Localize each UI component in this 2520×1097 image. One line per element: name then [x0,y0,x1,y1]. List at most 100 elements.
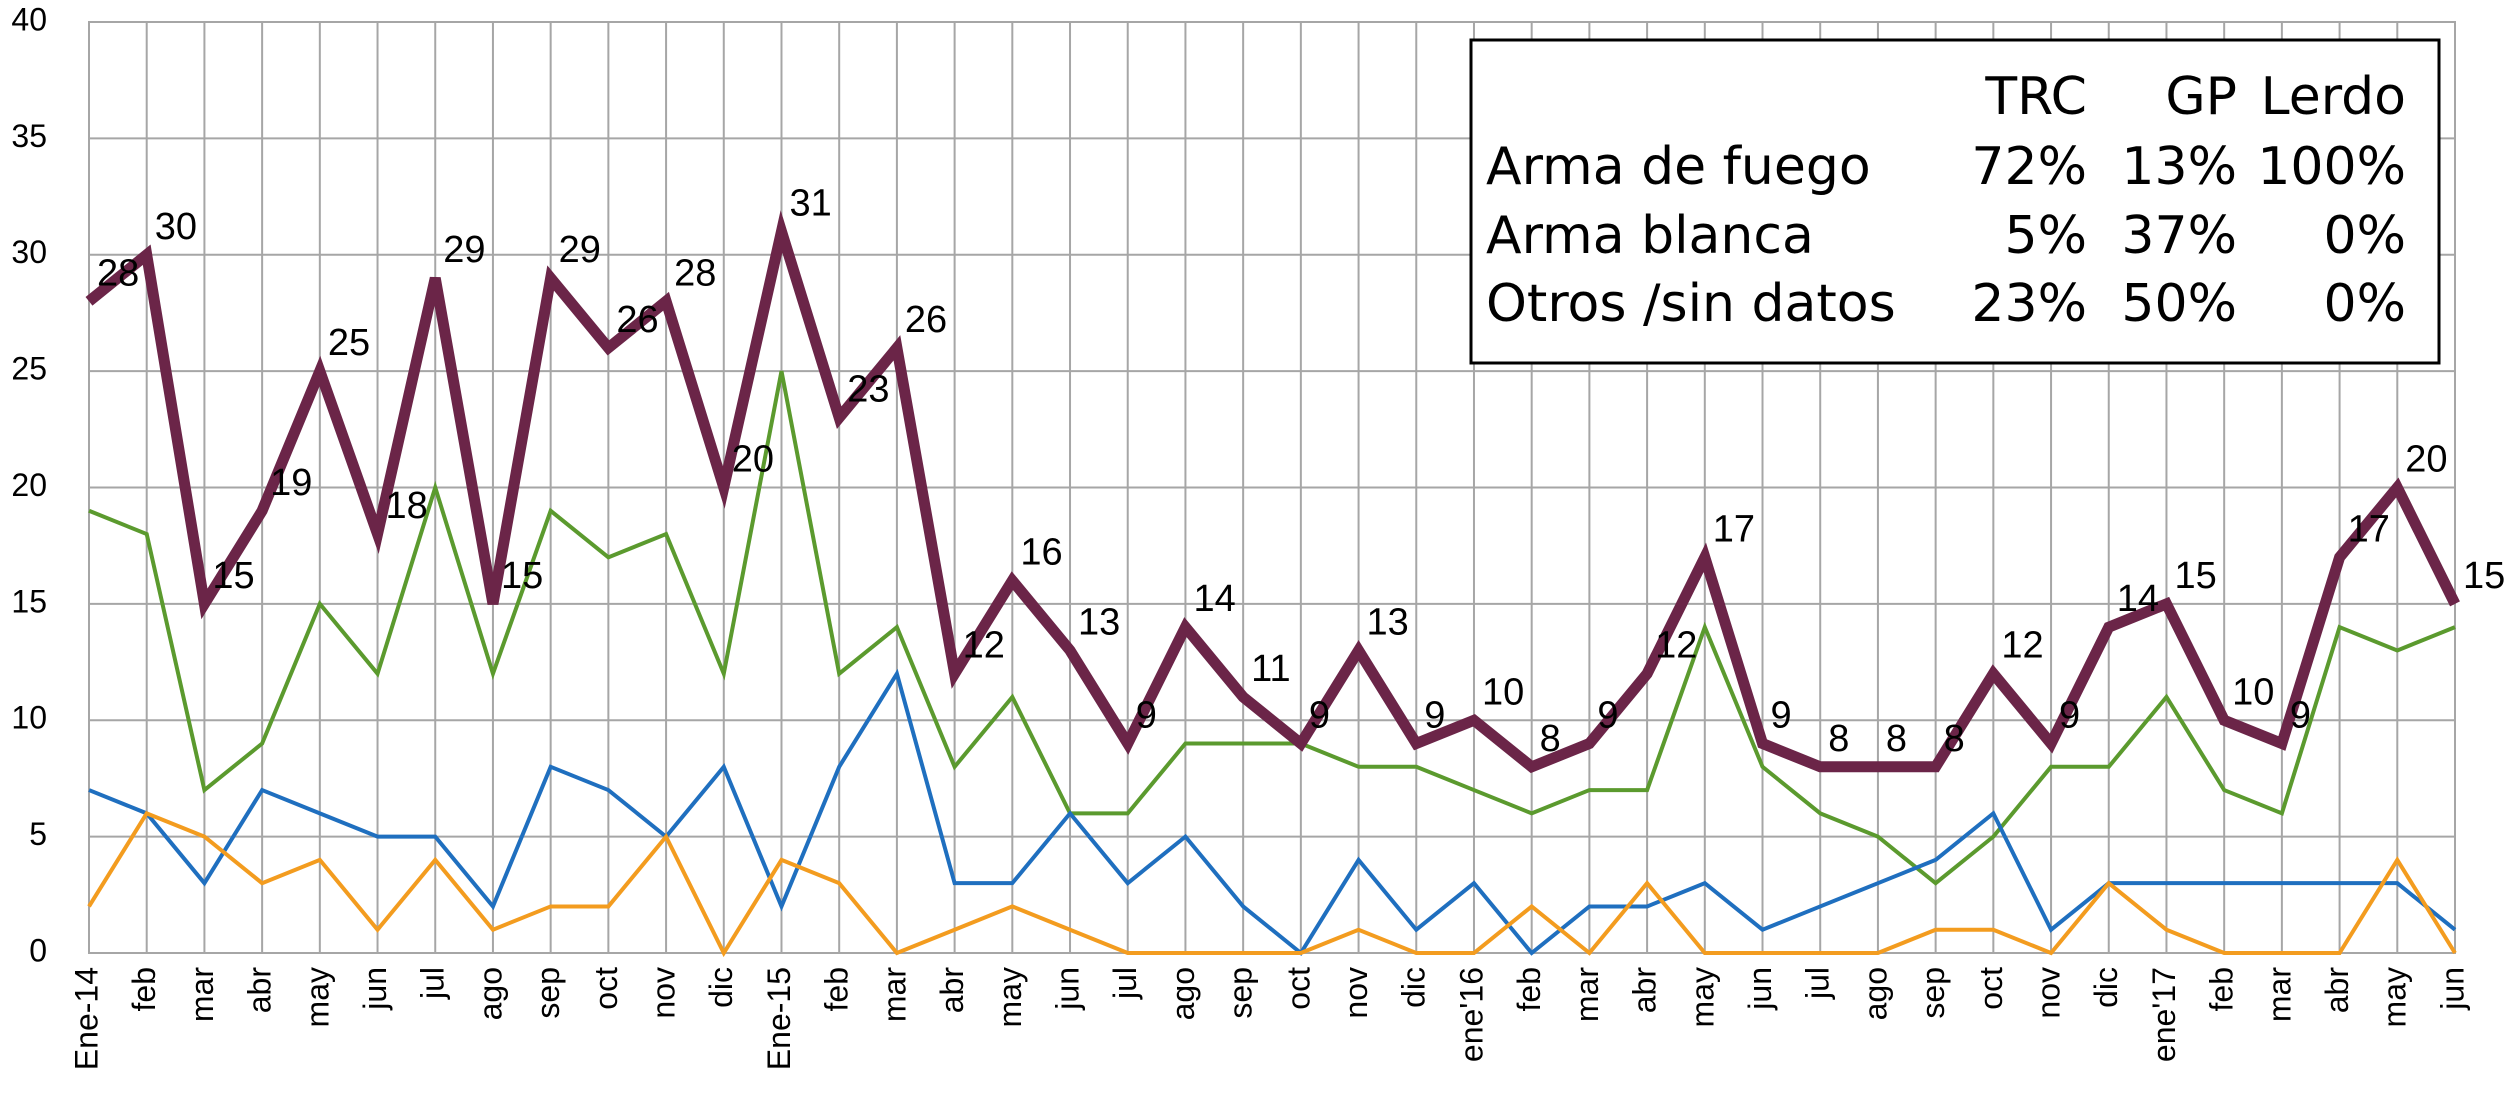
x-tick-label: ago [1857,967,1893,1020]
series-line [88,668,2457,956]
y-tick-label: 30 [11,234,47,270]
table-cell: 5% [2005,206,2088,266]
data-label: 26 [905,299,947,341]
data-label: 20 [2405,439,2447,481]
y-tick-label: 0 [29,932,47,968]
series-line [85,210,2460,774]
x-tick-label: oct [1280,967,1316,1010]
x-tick-label: jun [1742,967,1778,1011]
x-tick-label: ene'16 [1453,967,1489,1062]
data-label: 13 [1078,601,1120,643]
data-label: 19 [270,462,312,504]
y-tick-label: 35 [11,118,47,154]
x-tick-label: jun [2434,967,2470,1011]
data-label: 12 [1655,625,1697,667]
x-tick-label: feb [126,967,162,1011]
x-tick-label: ago [472,967,508,1020]
data-label: 9 [1424,695,1445,737]
series-line [87,810,2457,958]
data-label: 18 [386,485,428,527]
data-label: 8 [1828,718,1849,760]
x-tick-label: jul [415,967,451,1000]
data-label: 10 [1482,671,1524,713]
x-tick-label: abr [934,967,970,1014]
x-tick-label: oct [1973,967,2009,1010]
x-tick-label: abr [2319,967,2355,1014]
table-row-label: Arma blanca [1486,206,1814,266]
data-label: 8 [1540,718,1561,760]
data-label: 29 [443,229,485,271]
x-tick-label: feb [819,967,855,1011]
x-tick-label: sep [530,967,566,1019]
y-tick-label: 25 [11,351,47,387]
data-label: 15 [2463,555,2505,597]
data-label: 15 [2174,555,2216,597]
x-tick-label: ene'17 [2146,967,2182,1062]
table-cell: 100% [2257,137,2406,197]
table-cell: 50% [2121,274,2237,334]
x-tick-label: nov [2031,967,2067,1019]
x-tick-label: mar [2261,967,2297,1022]
data-label: 8 [1944,718,1965,760]
y-tick-label: 40 [11,1,47,37]
x-tick-label: may [2377,967,2413,1027]
data-label: 23 [847,369,889,411]
data-label: 9 [2290,695,2311,737]
table-header: TRC [1984,67,2087,127]
data-label: 9 [2059,695,2080,737]
table-cell: 0% [2324,274,2407,334]
x-tick-label: abr [242,967,278,1014]
data-label: 28 [674,252,716,294]
data-label: 17 [2348,508,2390,550]
y-tick-label: 20 [11,467,47,503]
data-label: 14 [1193,578,1235,620]
table-box [1469,38,2441,365]
table-row-label: Otros /sin datos [1486,274,1896,334]
x-tick-label: mar [184,967,220,1022]
data-label: 14 [2117,578,2159,620]
x-tick-label: dic [2088,967,2124,1008]
data-label: 26 [616,299,658,341]
x-tick-label: jul [1800,967,1836,1000]
x-tick-label: oct [588,967,624,1010]
data-label: 15 [501,555,543,597]
table-cell: 37% [2121,206,2237,266]
x-tick-label: Ene-14 [68,967,104,1070]
x-tick-label: ago [1165,967,1201,1020]
data-label: 9 [1597,695,1618,737]
y-tick-label: 5 [29,816,47,852]
x-tick-label: may [299,967,335,1027]
data-label: 17 [1713,508,1755,550]
x-tick-label: feb [2204,967,2240,1011]
x-tick-label: jul [1107,967,1143,1000]
data-label: 13 [1367,601,1409,643]
table-cell: 72% [1971,137,2087,197]
table-cell: 0% [2324,206,2407,266]
data-label: 8 [1886,718,1907,760]
data-label: 25 [328,322,370,364]
x-tick-label: dic [1396,967,1432,1008]
y-tick-label: 15 [11,583,47,619]
x-tick-label: mar [1569,967,1605,1022]
table-cell: 13% [2121,137,2237,197]
x-tick-label: mar [876,967,912,1022]
x-tick-label: may [992,967,1028,1027]
data-label: 29 [559,229,601,271]
x-tick-label: sep [1915,967,1951,1019]
table-header: Lerdo [2261,67,2406,127]
data-label: 15 [212,555,254,597]
data-label: 9 [1309,695,1330,737]
data-label: 10 [2232,671,2274,713]
data-label: 9 [1136,695,1157,737]
table-cell: 23% [1971,274,2087,334]
data-label: 30 [155,206,197,248]
data-label: 20 [732,439,774,481]
x-tick-label: nov [1338,967,1374,1019]
x-tick-label: dic [703,967,739,1008]
data-label: 12 [2001,625,2043,667]
y-tick-label: 10 [11,700,47,736]
x-tick-label: sep [1223,967,1259,1019]
data-label: 11 [1251,648,1290,690]
x-tick-label: jun [357,967,393,1011]
x-tick-label: Ene-15 [761,967,797,1070]
